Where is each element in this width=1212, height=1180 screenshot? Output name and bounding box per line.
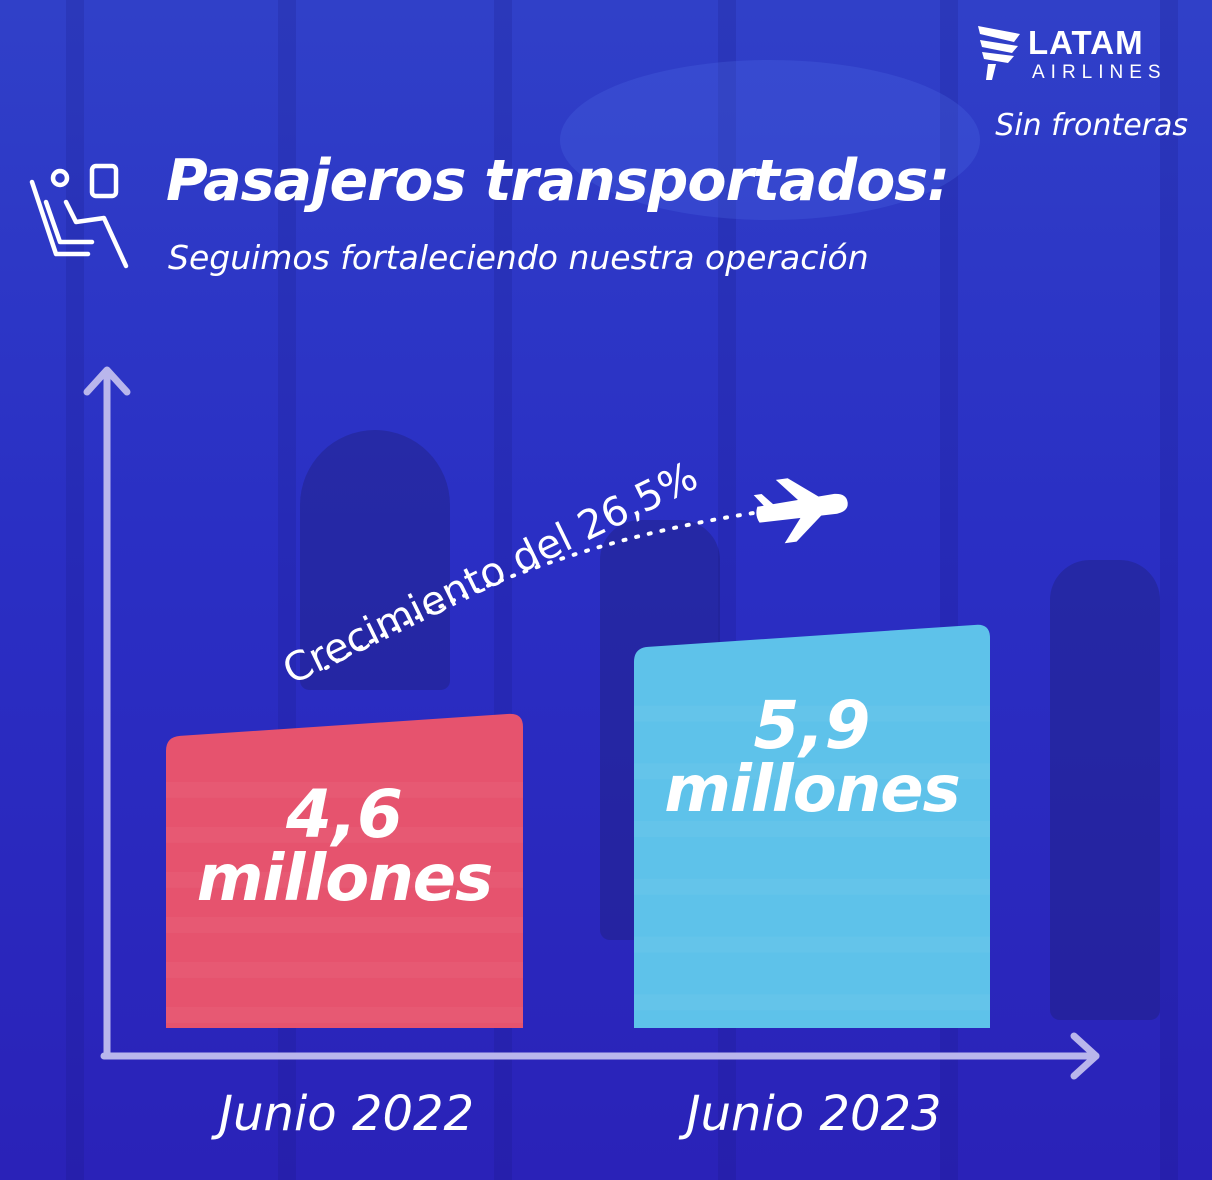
background-tower-silhouette: [300, 430, 450, 690]
bar-value-number: 4,6: [286, 775, 403, 853]
brand-tagline: Sin fronteras: [995, 108, 1188, 143]
bar-junio-2023: [634, 624, 990, 1028]
bar-value-unit: millones: [664, 752, 961, 827]
bar-texture-band: [634, 821, 990, 838]
bars-layer: [166, 624, 990, 1028]
bar-texture-band: [634, 763, 990, 780]
chart-title: Pasajeros transportados:: [166, 148, 950, 214]
bar-value-number: 5,9: [753, 686, 871, 764]
bar-texture-band: [166, 916, 523, 933]
x-tick-label: Junio 2023: [686, 1086, 942, 1142]
bar-texture-band: [166, 1006, 523, 1023]
x-axis-arrowhead: [1070, 1032, 1100, 1080]
latam-logo-icon: [978, 26, 1020, 80]
bar-texture-band: [634, 936, 990, 953]
bar-value-unit: millones: [196, 841, 494, 916]
bar-texture-band: [166, 871, 523, 888]
airplane-icon: [753, 478, 848, 544]
airplane-seat-icon: [29, 163, 129, 269]
bar-value-label-2023: 5,9 millones: [634, 686, 990, 827]
x-tick-label: Junio 2022: [218, 1086, 475, 1142]
brand-name: LATAM: [1028, 24, 1144, 61]
bar-texture-band: [634, 878, 990, 895]
chart-subtitle: Seguimos fortaleciendo nuestra operación: [168, 238, 869, 277]
bar-texture-band: [166, 826, 523, 843]
background-glow: [560, 60, 980, 220]
background-window-frame: [66, 0, 84, 1180]
bar-texture-band: [166, 961, 523, 978]
bar-texture-band: [166, 781, 523, 798]
background-window-frame: [1160, 0, 1178, 1180]
y-axis-arrowhead: [83, 366, 131, 396]
latam-logo: LATAM AIRLINES: [974, 20, 1194, 86]
bar-texture-band: [634, 705, 990, 722]
bar-junio-2022: [166, 713, 523, 1028]
bar-texture-band: [634, 994, 990, 1011]
background-person-silhouette: [1050, 560, 1160, 1020]
bar-value-label-2022: 4,6 millones: [166, 775, 523, 916]
brand-subname: AIRLINES: [1032, 62, 1167, 83]
